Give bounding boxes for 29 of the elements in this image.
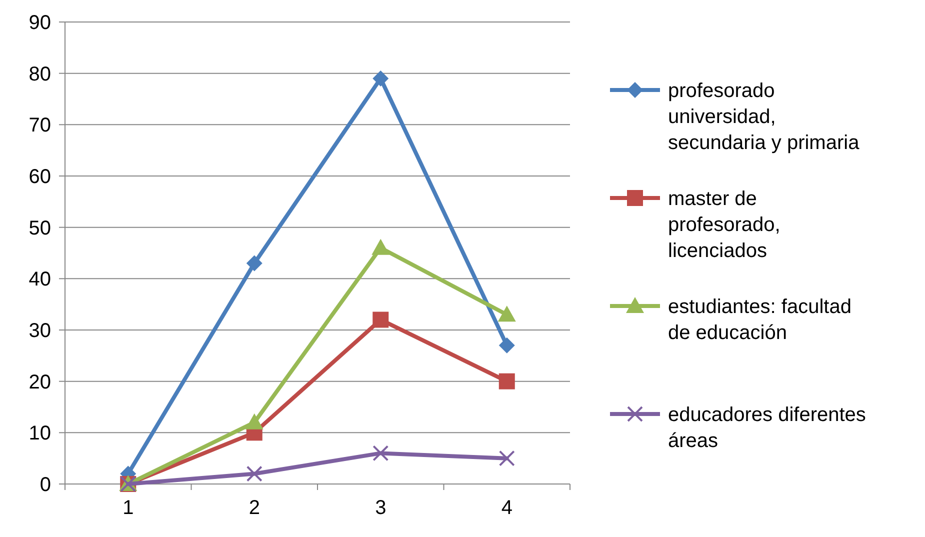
y-tick-label: 60 bbox=[28, 166, 51, 188]
x-tick-label: 4 bbox=[501, 497, 512, 519]
point bbox=[372, 238, 390, 255]
point bbox=[498, 306, 516, 322]
point bbox=[245, 413, 264, 430]
x-tick-label: 2 bbox=[248, 497, 260, 519]
y-tick-label: 0 bbox=[40, 474, 51, 496]
point bbox=[246, 466, 262, 482]
x-tick-label: 1 bbox=[122, 497, 134, 519]
point bbox=[498, 337, 515, 354]
y-tick-label: 80 bbox=[28, 63, 51, 86]
point bbox=[246, 255, 262, 272]
point bbox=[372, 70, 389, 86]
legend-label: estudiantes: facultad de educación bbox=[668, 296, 852, 344]
y-tick-label: 50 bbox=[28, 217, 51, 240]
point bbox=[498, 450, 515, 466]
legend-label: educadores diferentes áreas bbox=[668, 404, 866, 452]
x-tick-label: 3 bbox=[375, 497, 386, 519]
y-tick-label: 90 bbox=[28, 12, 51, 34]
point bbox=[372, 312, 389, 328]
point bbox=[372, 445, 389, 462]
legend-label: profesorado universidad, secundaria y primaria bbox=[668, 80, 860, 154]
y-tick-label: 30 bbox=[28, 320, 51, 342]
y-tick-label: 70 bbox=[28, 114, 51, 137]
y-tick-label: 40 bbox=[28, 268, 51, 291]
y-tick-label: 10 bbox=[28, 422, 51, 445]
point bbox=[498, 373, 515, 390]
y-tick-label: 20 bbox=[28, 371, 51, 394]
legend-label: master de profesorado, licenciados bbox=[668, 188, 780, 262]
